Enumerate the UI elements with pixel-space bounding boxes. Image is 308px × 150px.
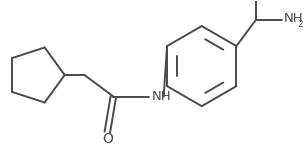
Text: NH: NH — [152, 90, 171, 103]
Text: NH: NH — [284, 12, 303, 25]
Text: O: O — [102, 132, 113, 146]
Text: 2: 2 — [298, 20, 303, 28]
